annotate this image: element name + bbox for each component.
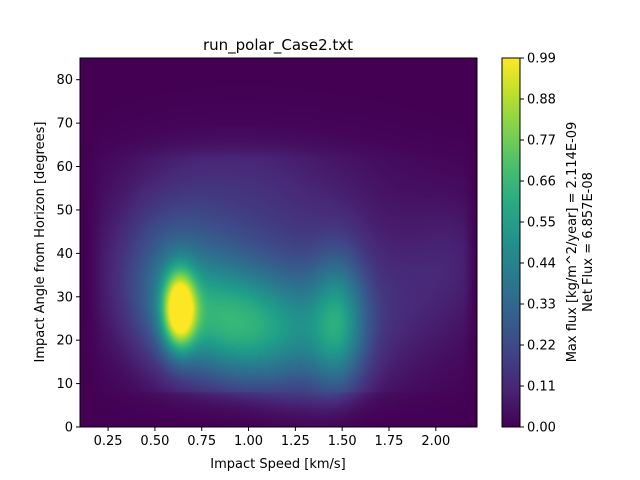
colorbar-tick-label: 0.11 bbox=[527, 380, 556, 395]
colorbar-tick-label: 0.99 bbox=[527, 52, 556, 67]
x-tick-label: 0.25 bbox=[94, 434, 123, 449]
x-tick-label: 1.50 bbox=[328, 434, 357, 449]
y-tick-label: 20 bbox=[56, 334, 73, 349]
colorbar-ticks: 0.00 0.11 0.22 0.33 0.44 0.55 0.66 0.77 0.88 0.99 bbox=[520, 52, 556, 436]
x-axis: 0.25 0.50 0.75 1.00 1.25 1.50 1.75 2.00 bbox=[94, 427, 450, 449]
plot-area bbox=[79, 57, 478, 428]
y-axis: 0 10 20 30 40 50 60 70 80 bbox=[56, 73, 80, 436]
y-tick-label: 40 bbox=[56, 247, 73, 262]
colorbar-tick-label: 0.77 bbox=[527, 134, 556, 149]
y-tick-label: 50 bbox=[56, 203, 73, 218]
y-tick-label: 80 bbox=[56, 73, 73, 88]
colorbar-tick-label: 0.66 bbox=[527, 175, 556, 190]
y-tick-label: 0 bbox=[65, 421, 73, 436]
colorbar-label-line2: Net Flux = 6.857E-08 bbox=[581, 172, 596, 312]
x-tick-label: 1.75 bbox=[375, 434, 404, 449]
colorbar-tick-label: 0.55 bbox=[527, 216, 556, 231]
plot-frame bbox=[79, 57, 478, 428]
x-axis-label: Impact Speed [km/s] bbox=[210, 457, 345, 472]
y-tick-label: 30 bbox=[56, 290, 73, 305]
colorbar-tick-label: 0.44 bbox=[527, 257, 556, 272]
y-tick-label: 70 bbox=[56, 117, 73, 132]
y-tick-label: 60 bbox=[56, 160, 73, 175]
x-tick-label: 2.00 bbox=[421, 434, 450, 449]
x-tick-label: 1.00 bbox=[234, 434, 263, 449]
heatmap-image bbox=[80, 58, 477, 427]
colorbar-tick-label: 0.33 bbox=[527, 298, 556, 313]
y-tick-label: 10 bbox=[56, 377, 73, 392]
colorbar-tick-label: 0.22 bbox=[527, 339, 556, 354]
x-tick-label: 0.50 bbox=[140, 434, 169, 449]
chart-title: run_polar_Case2.txt bbox=[203, 36, 353, 55]
colorbar-gradient bbox=[501, 57, 521, 428]
x-tick-label: 0.75 bbox=[187, 434, 216, 449]
colorbar-tick-label: 0.88 bbox=[527, 93, 556, 108]
colorbar-label-line1: Max flux [kg/m^2/year] = 2.114E-09 bbox=[565, 122, 580, 363]
y-axis-label: Impact Angle from Horizon [degrees] bbox=[33, 122, 48, 363]
colorbar: 0.00 0.11 0.22 0.33 0.44 0.55 0.66 0.77 0.88 0.99… bbox=[501, 52, 596, 436]
x-tick-label: 1.25 bbox=[281, 434, 310, 449]
colorbar-tick-label: 0.00 bbox=[527, 421, 556, 436]
